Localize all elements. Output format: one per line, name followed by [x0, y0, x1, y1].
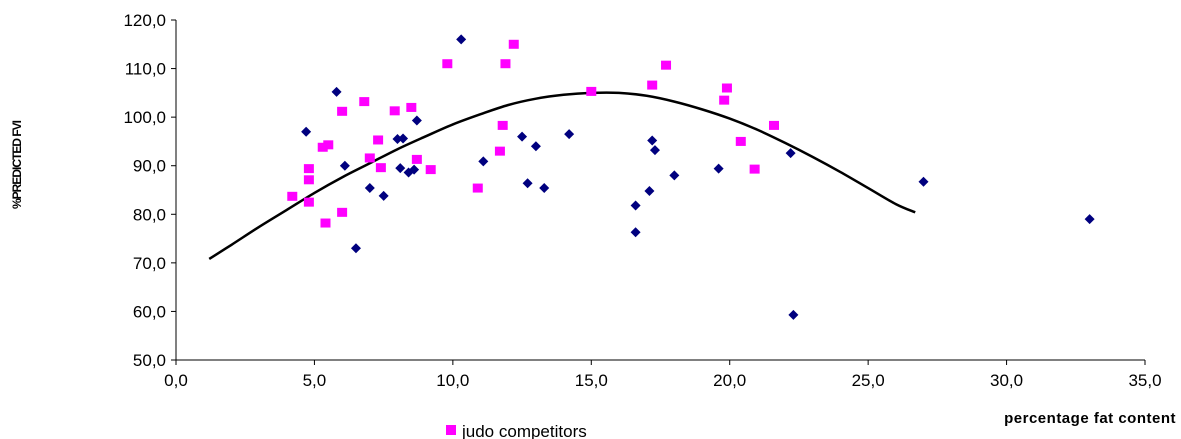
data-point-square	[303, 164, 314, 174]
data-point-square	[373, 135, 384, 145]
legend-label-judo: judo competitors	[461, 422, 587, 439]
x-tick-label: 20,0	[713, 371, 746, 390]
data-point-square	[389, 106, 400, 116]
trendline-group	[208, 91, 916, 261]
data-point-square	[442, 59, 453, 69]
x-tick-label: 30,0	[990, 371, 1023, 390]
x-tick-label: 0,0	[164, 371, 188, 390]
y-tick-label: 100,0	[123, 108, 166, 127]
series-1	[287, 39, 780, 228]
x-tick-label: 35,0	[1128, 371, 1161, 390]
data-point-diamond	[647, 135, 658, 146]
legend-swatch-judo	[446, 425, 456, 435]
data-point-diamond	[395, 163, 406, 174]
data-point-square	[320, 218, 331, 228]
data-point-square	[375, 163, 386, 173]
x-tick-label: 25,0	[852, 371, 885, 390]
y-tick-label: 80,0	[133, 205, 166, 224]
trendline	[208, 91, 916, 261]
data-point-diamond	[409, 164, 420, 175]
y-axis-label: %PREDICTED FVI	[10, 120, 24, 209]
data-point-diamond	[301, 126, 312, 137]
data-point-square	[472, 183, 483, 193]
y-tick-label: 70,0	[133, 254, 166, 273]
data-point-diamond	[398, 133, 409, 144]
data-point-square	[411, 154, 422, 164]
data-point-square	[337, 106, 348, 116]
data-point-diamond	[630, 227, 641, 238]
data-point-square	[425, 165, 436, 175]
data-point-square	[647, 80, 658, 90]
y-tick-label: 60,0	[133, 302, 166, 321]
y-tick-labels: 50,0 60,0 70,0 80,0 90,0 100,0 110,0 120,0	[123, 11, 176, 370]
data-point-square	[364, 153, 375, 163]
data-point-square	[323, 140, 334, 150]
data-point-diamond	[539, 183, 550, 194]
x-tick-label: 15,0	[575, 371, 608, 390]
data-point-diamond	[564, 129, 575, 140]
data-point-diamond	[517, 131, 528, 142]
data-point-diamond	[392, 134, 403, 144]
data-point-square	[769, 120, 780, 130]
data-point-diamond	[378, 190, 389, 201]
data-point-diamond	[649, 145, 660, 156]
data-point-square	[497, 120, 508, 130]
data-point-square	[303, 197, 314, 207]
x-tick-label: 10,0	[436, 371, 469, 390]
data-point-square	[749, 164, 760, 174]
data-point-square	[586, 86, 597, 96]
x-tick-labels: 0,0 5,0 10,0 15,0 20,0 25,0 30,0 35,0	[164, 360, 1162, 390]
data-point-diamond	[713, 163, 724, 174]
data-point-square	[508, 39, 519, 49]
y-tick-label: 110,0	[125, 60, 166, 79]
y-tick-label: 50,0	[133, 351, 166, 370]
series-0	[301, 34, 1095, 320]
data-point-diamond	[630, 200, 641, 211]
y-tick-label: 120,0	[123, 11, 166, 30]
data-point-square	[719, 95, 730, 105]
data-point-square	[287, 191, 298, 201]
data-point-square	[494, 146, 505, 156]
data-point-square	[735, 136, 746, 146]
data-point-square	[661, 60, 672, 70]
series-group	[287, 34, 1095, 320]
data-point-diamond	[364, 183, 375, 194]
data-point-diamond	[411, 115, 422, 126]
data-point-diamond	[456, 34, 467, 45]
data-point-diamond	[522, 178, 533, 189]
data-point-square	[500, 59, 511, 69]
data-point-diamond	[788, 309, 799, 320]
data-point-diamond	[644, 185, 655, 196]
data-point-diamond	[785, 148, 796, 159]
data-point-square	[337, 207, 348, 217]
legend: judo competitors	[446, 422, 587, 439]
data-point-diamond	[669, 170, 680, 181]
x-axis-label: percentage fat content	[1004, 410, 1176, 427]
x-tick-label: 5,0	[303, 371, 327, 390]
data-point-diamond	[339, 160, 350, 171]
data-point-diamond	[331, 86, 342, 97]
data-point-diamond	[530, 141, 541, 152]
data-point-square	[406, 102, 417, 112]
data-point-diamond	[478, 156, 489, 167]
data-point-square	[303, 175, 314, 185]
data-point-diamond	[918, 176, 929, 187]
data-point-square	[721, 83, 732, 93]
data-point-square	[359, 97, 370, 107]
data-point-diamond	[350, 243, 361, 254]
data-point-square	[317, 142, 328, 152]
y-tick-label: 90,0	[133, 157, 166, 176]
data-point-diamond	[1084, 214, 1095, 225]
